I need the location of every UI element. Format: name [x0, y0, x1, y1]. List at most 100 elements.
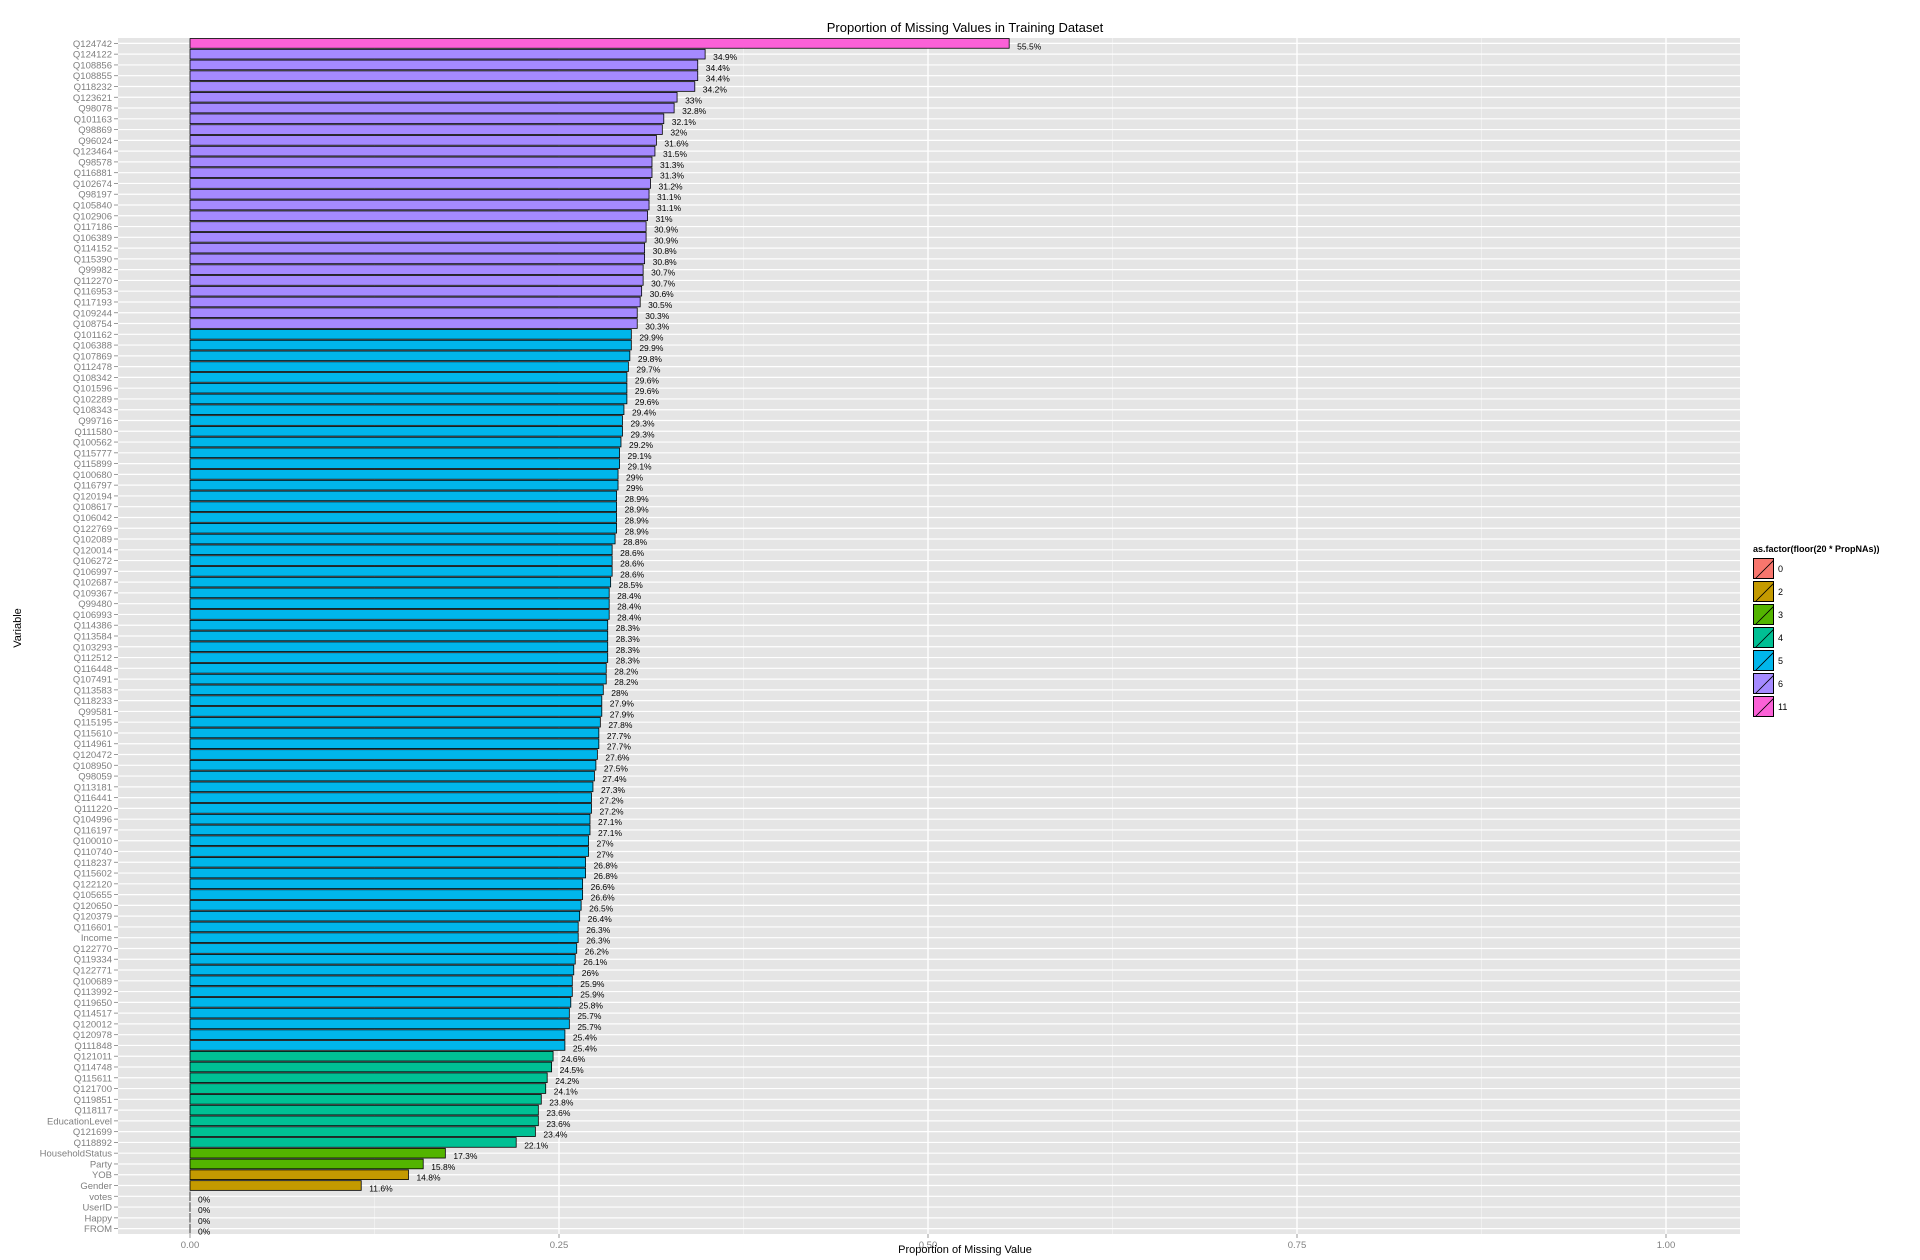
bar — [189, 953, 576, 965]
data-label: 25.4% — [573, 1033, 598, 1043]
y-tick-label: Q114152 — [74, 244, 112, 255]
y-tick-label: Q116953 — [74, 287, 112, 298]
y-tick-label: Q114748 — [74, 1062, 112, 1073]
bar — [189, 576, 612, 588]
data-label: 27.7% — [607, 731, 632, 741]
data-label: 28.2% — [614, 666, 639, 676]
y-tick-label: Q121700 — [73, 1084, 112, 1095]
data-label: 29.6% — [635, 397, 660, 407]
data-label: 29.6% — [635, 375, 660, 385]
data-label: 28.4% — [617, 602, 642, 612]
data-label: 11.6% — [369, 1184, 393, 1194]
bar — [189, 350, 631, 362]
y-tick-label: Q99982 — [78, 265, 112, 276]
data-label: 30.7% — [651, 268, 676, 278]
y-tick-label: Q102906 — [73, 211, 112, 222]
y-tick-label: Q120978 — [73, 1030, 112, 1041]
y-tick-label: Q106042 — [73, 513, 112, 524]
x-tick-label: 0.75 — [1288, 1240, 1307, 1251]
data-label: 32% — [670, 128, 687, 138]
data-label: 30.5% — [648, 300, 673, 310]
y-tick-label: Q102674 — [73, 179, 112, 190]
y-tick-label: Happy — [85, 1213, 113, 1224]
data-label: 27% — [597, 839, 614, 849]
data-label: 26.8% — [594, 871, 619, 881]
bar — [189, 102, 675, 114]
y-tick-label: Q108855 — [73, 71, 112, 82]
y-tick-label: Q102089 — [73, 535, 112, 546]
y-tick-label: Q112478 — [74, 362, 112, 373]
y-tick-label: Q119650 — [74, 998, 112, 1009]
bar — [189, 964, 575, 976]
y-tick-label: Q103293 — [73, 642, 112, 653]
bar — [189, 598, 610, 609]
data-label: 27.4% — [602, 774, 627, 784]
data-label: 29.6% — [635, 386, 660, 396]
data-label: 30.7% — [651, 278, 676, 288]
bar — [189, 910, 581, 922]
data-label: 30.6% — [650, 289, 675, 299]
y-tick-label: Q117186 — [74, 222, 112, 233]
data-label: 31.3% — [660, 160, 685, 170]
bar — [189, 275, 644, 286]
data-label: 28.9% — [625, 515, 650, 525]
data-label: 32.1% — [672, 117, 697, 127]
data-label: 0% — [198, 1205, 211, 1215]
bar — [189, 210, 648, 222]
bar — [189, 630, 609, 642]
bar — [189, 706, 603, 717]
bar — [189, 889, 584, 900]
y-tick-label: Q106388 — [73, 341, 112, 352]
legend-label: 0 — [1778, 563, 1784, 574]
bar — [189, 178, 651, 189]
y-tick-label: Q115899 — [74, 459, 112, 470]
data-label: 27.5% — [604, 763, 629, 773]
y-tick-label: Q96024 — [78, 136, 112, 147]
bar — [189, 835, 589, 846]
y-tick-label: Q116601 — [74, 922, 112, 933]
y-tick-label: HouseholdStatus — [40, 1149, 113, 1160]
x-tick-label: 0.50 — [919, 1240, 938, 1251]
data-label: 26.3% — [586, 936, 611, 946]
y-tick-label: Q122120 — [73, 879, 112, 890]
bar — [189, 921, 579, 933]
data-label: 24.1% — [554, 1087, 579, 1097]
data-label: 25.8% — [579, 1000, 604, 1010]
legend: as.factor(floor(20 * PropNAs)) 0 2 3 4 5 6 11 — [1753, 544, 1880, 718]
bar — [189, 684, 604, 696]
y-tick-label: Q106272 — [73, 556, 112, 567]
legend-item: 11 — [1753, 695, 1880, 718]
bar — [189, 124, 663, 135]
bar — [189, 382, 628, 394]
data-label: 31.3% — [660, 171, 685, 181]
y-tick-label: Q120379 — [73, 912, 112, 923]
data-label: 27% — [597, 849, 614, 859]
x-tick-label: 0.25 — [550, 1240, 569, 1251]
data-label: 29.4% — [632, 408, 657, 418]
legend-swatch — [1753, 627, 1774, 648]
y-tick-label: Q115777 — [74, 448, 112, 459]
bar — [189, 436, 622, 448]
bar — [189, 986, 573, 997]
y-tick-label: votes — [89, 1192, 112, 1203]
data-label: 23.6% — [546, 1119, 571, 1129]
y-tick-label: Income — [81, 933, 112, 944]
bar — [189, 587, 610, 599]
data-label: 30.8% — [653, 246, 678, 256]
data-label: 30.3% — [645, 322, 670, 332]
data-label: 27.1% — [598, 817, 623, 827]
bar — [189, 1104, 539, 1116]
data-label: 27.9% — [610, 699, 635, 709]
data-label: 28.3% — [616, 656, 641, 666]
y-tick-label: Q98197 — [78, 190, 112, 201]
y-tick-label: Q101596 — [73, 384, 112, 395]
y-tick-label: Q105840 — [73, 201, 112, 212]
bar — [189, 92, 678, 103]
y-tick-label: Q98059 — [78, 772, 112, 783]
data-label: 31.1% — [657, 192, 682, 202]
y-tick-label: Q121699 — [73, 1127, 112, 1138]
data-label: 34.9% — [713, 52, 738, 62]
y-tick-label: Q111848 — [74, 1041, 112, 1052]
bar — [189, 232, 647, 243]
y-tick-label: Q122771 — [73, 966, 112, 977]
